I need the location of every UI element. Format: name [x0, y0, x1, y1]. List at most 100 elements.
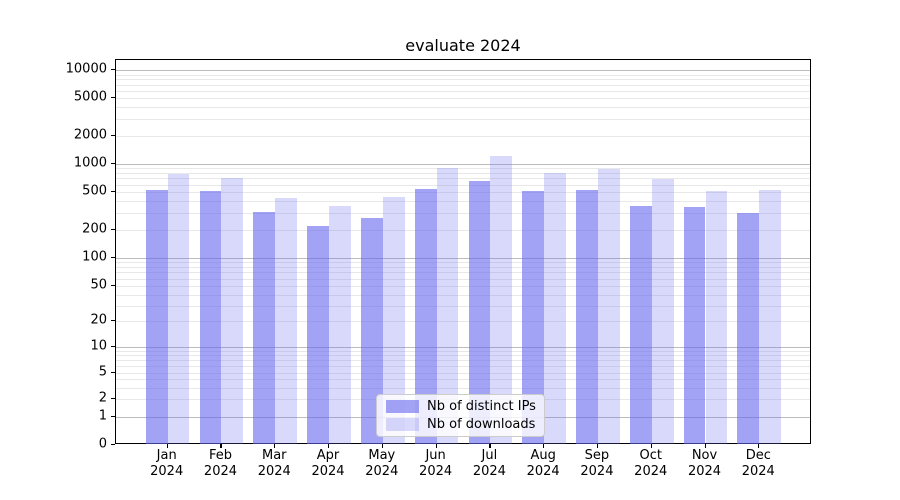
bar-downloads [759, 190, 782, 444]
legend: Nb of distinct IPs Nb of downloads [376, 394, 545, 437]
y-axis-label: 100 [82, 249, 107, 265]
legend-label: Nb of downloads [427, 416, 536, 432]
minor-gridline [116, 168, 810, 169]
x-axis-label: Oct 2024 [634, 448, 668, 479]
legend-item: Nb of downloads [386, 417, 535, 432]
bar-downloads [597, 169, 620, 444]
x-axis-label: Jan 2024 [150, 448, 184, 479]
minor-gridline [116, 286, 810, 287]
y-axis-label: 10000 [65, 61, 107, 77]
legend-swatch-distinct-ips [386, 400, 419, 414]
x-tick-mark [435, 444, 437, 448]
x-tick-mark [650, 444, 652, 448]
y-tick-mark [111, 134, 115, 136]
x-tick-mark [166, 444, 168, 448]
y-axis-label: 5 [98, 364, 107, 380]
y-axis-label: 500 [82, 183, 107, 199]
minor-gridline [116, 213, 810, 215]
y-tick-mark [111, 416, 115, 418]
y-tick-mark [111, 371, 115, 373]
x-axis-label: May 2024 [365, 448, 399, 479]
x-axis-label: Jul 2024 [472, 448, 506, 479]
x-tick-mark [220, 444, 222, 448]
x-axis-label: Sep 2024 [580, 448, 614, 479]
major-gridline [116, 163, 810, 165]
bar-downloads [382, 197, 405, 444]
x-axis-label: Dec 2024 [741, 448, 775, 479]
bar-distinct-ips [199, 191, 222, 444]
minor-gridline [116, 379, 810, 381]
x-tick-mark [543, 444, 545, 448]
minor-gridline [116, 178, 810, 180]
minor-gridline [116, 90, 810, 92]
chart-title: evaluate 2024 [405, 36, 521, 55]
y-tick-mark [111, 285, 115, 287]
bar-distinct-ips [737, 213, 760, 444]
bar-downloads [275, 197, 298, 444]
minor-gridline [116, 350, 810, 352]
legend-label: Nb of distinct IPs [427, 399, 536, 415]
x-tick-mark [596, 444, 599, 448]
bar-downloads [329, 206, 351, 444]
y-tick-mark [111, 443, 115, 445]
y-tick-mark [111, 257, 115, 259]
bar-distinct-ips [414, 188, 437, 444]
y-axis-label: 10 [90, 338, 107, 354]
bar-distinct-ips [253, 211, 276, 444]
y-axis-label: 1000 [73, 155, 107, 171]
bar-distinct-ips [307, 226, 330, 444]
minor-gridline [116, 387, 810, 389]
bar-downloads [490, 155, 513, 444]
y-axis-label: 2 [98, 390, 107, 406]
minor-gridline [116, 107, 810, 109]
y-tick-mark [111, 320, 115, 322]
x-axis-label: Mar 2024 [257, 448, 291, 479]
minor-gridline [116, 79, 810, 81]
minor-gridline [116, 84, 810, 86]
y-axis-label: 2000 [73, 127, 107, 142]
x-tick-mark [758, 444, 760, 448]
bar-distinct-ips [468, 180, 491, 444]
bar-downloads [544, 172, 566, 444]
minor-gridline [116, 184, 810, 186]
minor-gridline [116, 321, 810, 322]
minor-gridline [116, 172, 810, 174]
minor-gridline [116, 267, 810, 268]
minor-gridline [116, 262, 810, 264]
y-tick-mark [111, 191, 115, 193]
bar-downloads [705, 190, 728, 444]
bar-downloads [651, 179, 674, 444]
legend-item: Nb of distinct IPs [386, 399, 536, 415]
x-axis-label: Jun 2024 [419, 448, 453, 479]
bar-distinct-ips [576, 190, 598, 444]
y-axis-label: 5000 [73, 89, 107, 105]
x-axis-label: Feb 2024 [203, 448, 238, 479]
y-axis-label: 0 [98, 436, 107, 451]
y-axis-label: 1 [98, 408, 107, 424]
major-gridline [116, 347, 810, 348]
x-tick-mark [328, 444, 330, 448]
minor-gridline [116, 98, 810, 99]
bar-downloads [167, 173, 190, 444]
minor-gridline [116, 365, 810, 367]
bar-distinct-ips [683, 206, 706, 444]
y-axis-label: 50 [90, 277, 107, 293]
minor-gridline [116, 294, 810, 296]
x-axis-label: Nov 2024 [687, 448, 722, 479]
y-tick-mark [111, 69, 115, 71]
bar-distinct-ips [522, 190, 545, 444]
x-axis-label: Aug 2024 [526, 448, 560, 479]
minor-gridline [116, 230, 810, 231]
minor-gridline [116, 201, 810, 203]
y-tick-mark [111, 97, 115, 99]
minor-gridline [116, 278, 810, 280]
x-tick-mark [381, 444, 383, 448]
minor-gridline [116, 360, 810, 362]
y-tick-mark [111, 229, 115, 231]
major-gridline [116, 70, 810, 72]
major-gridline [116, 258, 810, 259]
plot-area [115, 59, 811, 444]
bar-distinct-ips [629, 205, 652, 444]
x-axis-label: Apr 2024 [311, 448, 345, 479]
